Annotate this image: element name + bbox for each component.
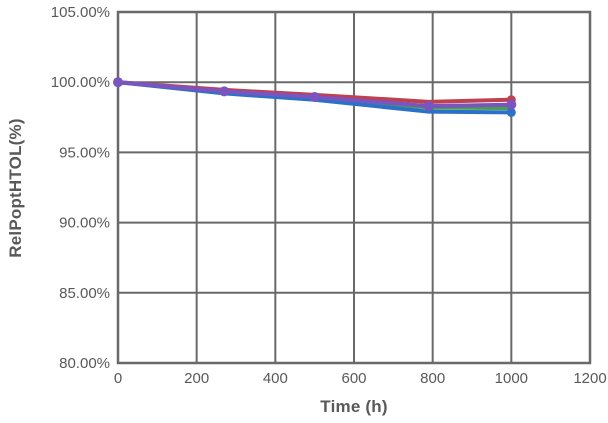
y-tick-label: 80.00% xyxy=(59,355,110,372)
x-tick-label: 1200 xyxy=(573,370,606,387)
x-tick-label: 1000 xyxy=(495,370,528,387)
x-tick-label: 200 xyxy=(184,370,209,387)
series-purple-marker xyxy=(423,101,434,112)
x-tick-label: 800 xyxy=(420,370,445,387)
y-tick-label: 95.00% xyxy=(59,144,110,161)
y-axis-title: RelPoptHTOL(%) xyxy=(6,118,25,258)
y-tick-label: 85.00% xyxy=(59,285,110,302)
series-purple-marker xyxy=(113,77,123,88)
x-tick-label: 400 xyxy=(263,370,288,387)
series-purple-marker xyxy=(506,99,517,110)
y-tick-label: 100.00% xyxy=(51,74,110,91)
y-tick-label: 90.00% xyxy=(59,215,110,232)
plot-border xyxy=(116,10,592,365)
x-tick-label: 0 xyxy=(114,370,122,387)
series-purple-marker xyxy=(309,91,320,102)
y-tick-label: 105.00% xyxy=(51,4,110,21)
series-blue-marker xyxy=(506,107,516,117)
x-tick-label: 600 xyxy=(341,370,366,387)
x-axis-title: Time (h) xyxy=(320,397,388,416)
series-purple-marker xyxy=(219,86,230,97)
